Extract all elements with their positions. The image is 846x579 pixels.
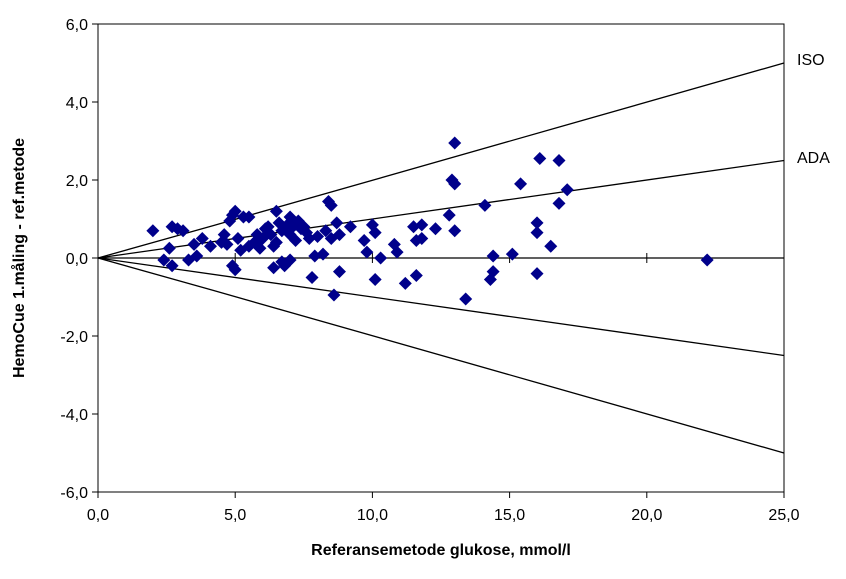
data-point [459,292,473,306]
ada-line-label: ADA [797,150,830,167]
y-tick-label: -2,0 [60,329,88,346]
data-point [429,222,443,236]
tick-labels: 0,0 5,0 10,0 15,0 20,0 25,0 6,0 4,0 2,0 0,0 -2,0 -4… [60,17,799,524]
x-tick-label: 5,0 [224,507,246,524]
axis-ticks [92,23,785,498]
data-point [368,272,382,286]
data-point [327,288,341,302]
data-point [217,228,231,242]
y-tick-label: 6,0 [66,17,88,34]
data-point [289,233,303,247]
data-point [316,247,330,261]
data-point [195,232,209,245]
data-point [242,210,256,224]
x-tick-label: 15,0 [494,507,525,524]
data-point [228,204,242,218]
data-point [311,230,325,244]
data-point [398,276,412,290]
data-point [330,216,344,230]
y-tick-label: 2,0 [66,173,88,190]
data-point [448,136,462,150]
data-point [530,226,544,240]
data-point [448,224,462,238]
data-point [190,249,204,263]
iso-limit-line [97,62,785,259]
data-point [267,261,281,275]
data-point [187,237,201,251]
data-point [319,224,333,238]
data-point [448,177,462,191]
data-point [332,228,346,242]
y-tick-label: 0,0 [66,251,88,268]
data-point [374,251,388,265]
x-axis-title: Referansemetode glukose, mmol/l [311,542,571,559]
y-axis-title: HemoCue 1.måling - ref.metode [10,138,28,378]
data-point [700,253,714,267]
data-point [533,152,547,166]
data-point [415,232,429,245]
data-point [390,245,404,259]
data-point [228,263,242,277]
data-point [231,232,245,245]
limit-line-3 [97,257,785,454]
data-point [552,196,566,210]
y-tick-label: -4,0 [60,407,88,424]
data-point [204,239,218,253]
data-point [544,239,558,253]
data-point [269,204,283,218]
data-point [157,253,171,267]
data-point [560,183,574,197]
data-point [283,253,297,267]
data-point [486,265,500,279]
data-point [478,198,492,212]
data-point [357,233,371,247]
data-point [324,198,338,212]
data-point [442,208,456,222]
data-point [264,228,278,242]
data-point [220,237,234,251]
data-point [269,235,283,249]
data-point [514,177,528,191]
data-point [176,224,190,238]
data-point [415,218,429,232]
data-point [505,247,519,261]
data-point [162,241,176,255]
data-point [332,265,346,279]
data-point [305,271,319,284]
y-tick-label: 4,0 [66,95,88,112]
data-point [165,259,179,273]
data-point [343,220,357,234]
iso-line-label: ISO [797,52,825,69]
x-tick-label: 0,0 [87,507,109,524]
y-tick-label: -6,0 [60,485,88,502]
x-tick-label: 20,0 [631,507,662,524]
limit-line-2 [97,257,785,357]
x-tick-label: 10,0 [357,507,388,524]
data-point [146,224,160,238]
data-points [146,136,714,306]
data-point [253,241,267,255]
data-point [368,226,382,240]
data-point [530,216,544,230]
data-point [409,269,423,283]
data-point [486,249,500,263]
data-point [530,267,544,281]
x-tick-label: 25,0 [768,507,799,524]
data-point [552,154,566,167]
data-point [360,245,374,259]
